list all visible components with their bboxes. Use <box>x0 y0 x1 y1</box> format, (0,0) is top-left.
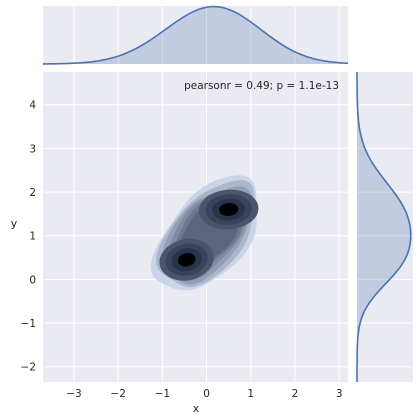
y-tick-label: 4 <box>29 100 36 112</box>
x-axis-label: x <box>193 402 200 415</box>
kde-contours <box>150 175 259 291</box>
x-tick-label: 2 <box>292 388 299 400</box>
pearsonr-annotation: pearsonr = 0.49; p = 1.1e-13 <box>184 80 339 92</box>
top-marginal-density-fill <box>43 6 348 65</box>
x-tick-label: −3 <box>66 388 81 400</box>
x-tick-label: 1 <box>247 388 254 400</box>
x-tick-label: −2 <box>110 388 125 400</box>
top-marginal-density-line <box>43 5 349 65</box>
x-tick-label: −1 <box>155 388 170 400</box>
kde-contour-peak <box>177 253 196 267</box>
y-tick-label: −2 <box>21 362 36 374</box>
y-tick-label: 0 <box>29 274 36 286</box>
top-marginal-background <box>43 6 348 64</box>
y-axis-label: y <box>11 217 18 230</box>
x-tick-label: 0 <box>203 388 210 400</box>
y-tick-label: 1 <box>29 231 36 243</box>
right-marginal-grid <box>357 104 413 368</box>
x-tick-label: 3 <box>336 388 343 400</box>
y-tick-label: 2 <box>29 187 36 199</box>
y-tick-labels: −2 −1 0 1 2 3 4 <box>21 100 37 374</box>
right-marginal-density-line <box>356 72 412 382</box>
x-tick-labels: −3 −2 −1 0 1 2 3 <box>66 388 342 400</box>
y-tick-label: −1 <box>21 318 36 330</box>
top-marginal-grid <box>73 6 340 64</box>
right-marginal-density-fill <box>357 72 411 382</box>
kde-contour-peak <box>219 203 239 216</box>
y-tick-label: 3 <box>29 143 36 155</box>
right-marginal-background <box>357 72 413 382</box>
